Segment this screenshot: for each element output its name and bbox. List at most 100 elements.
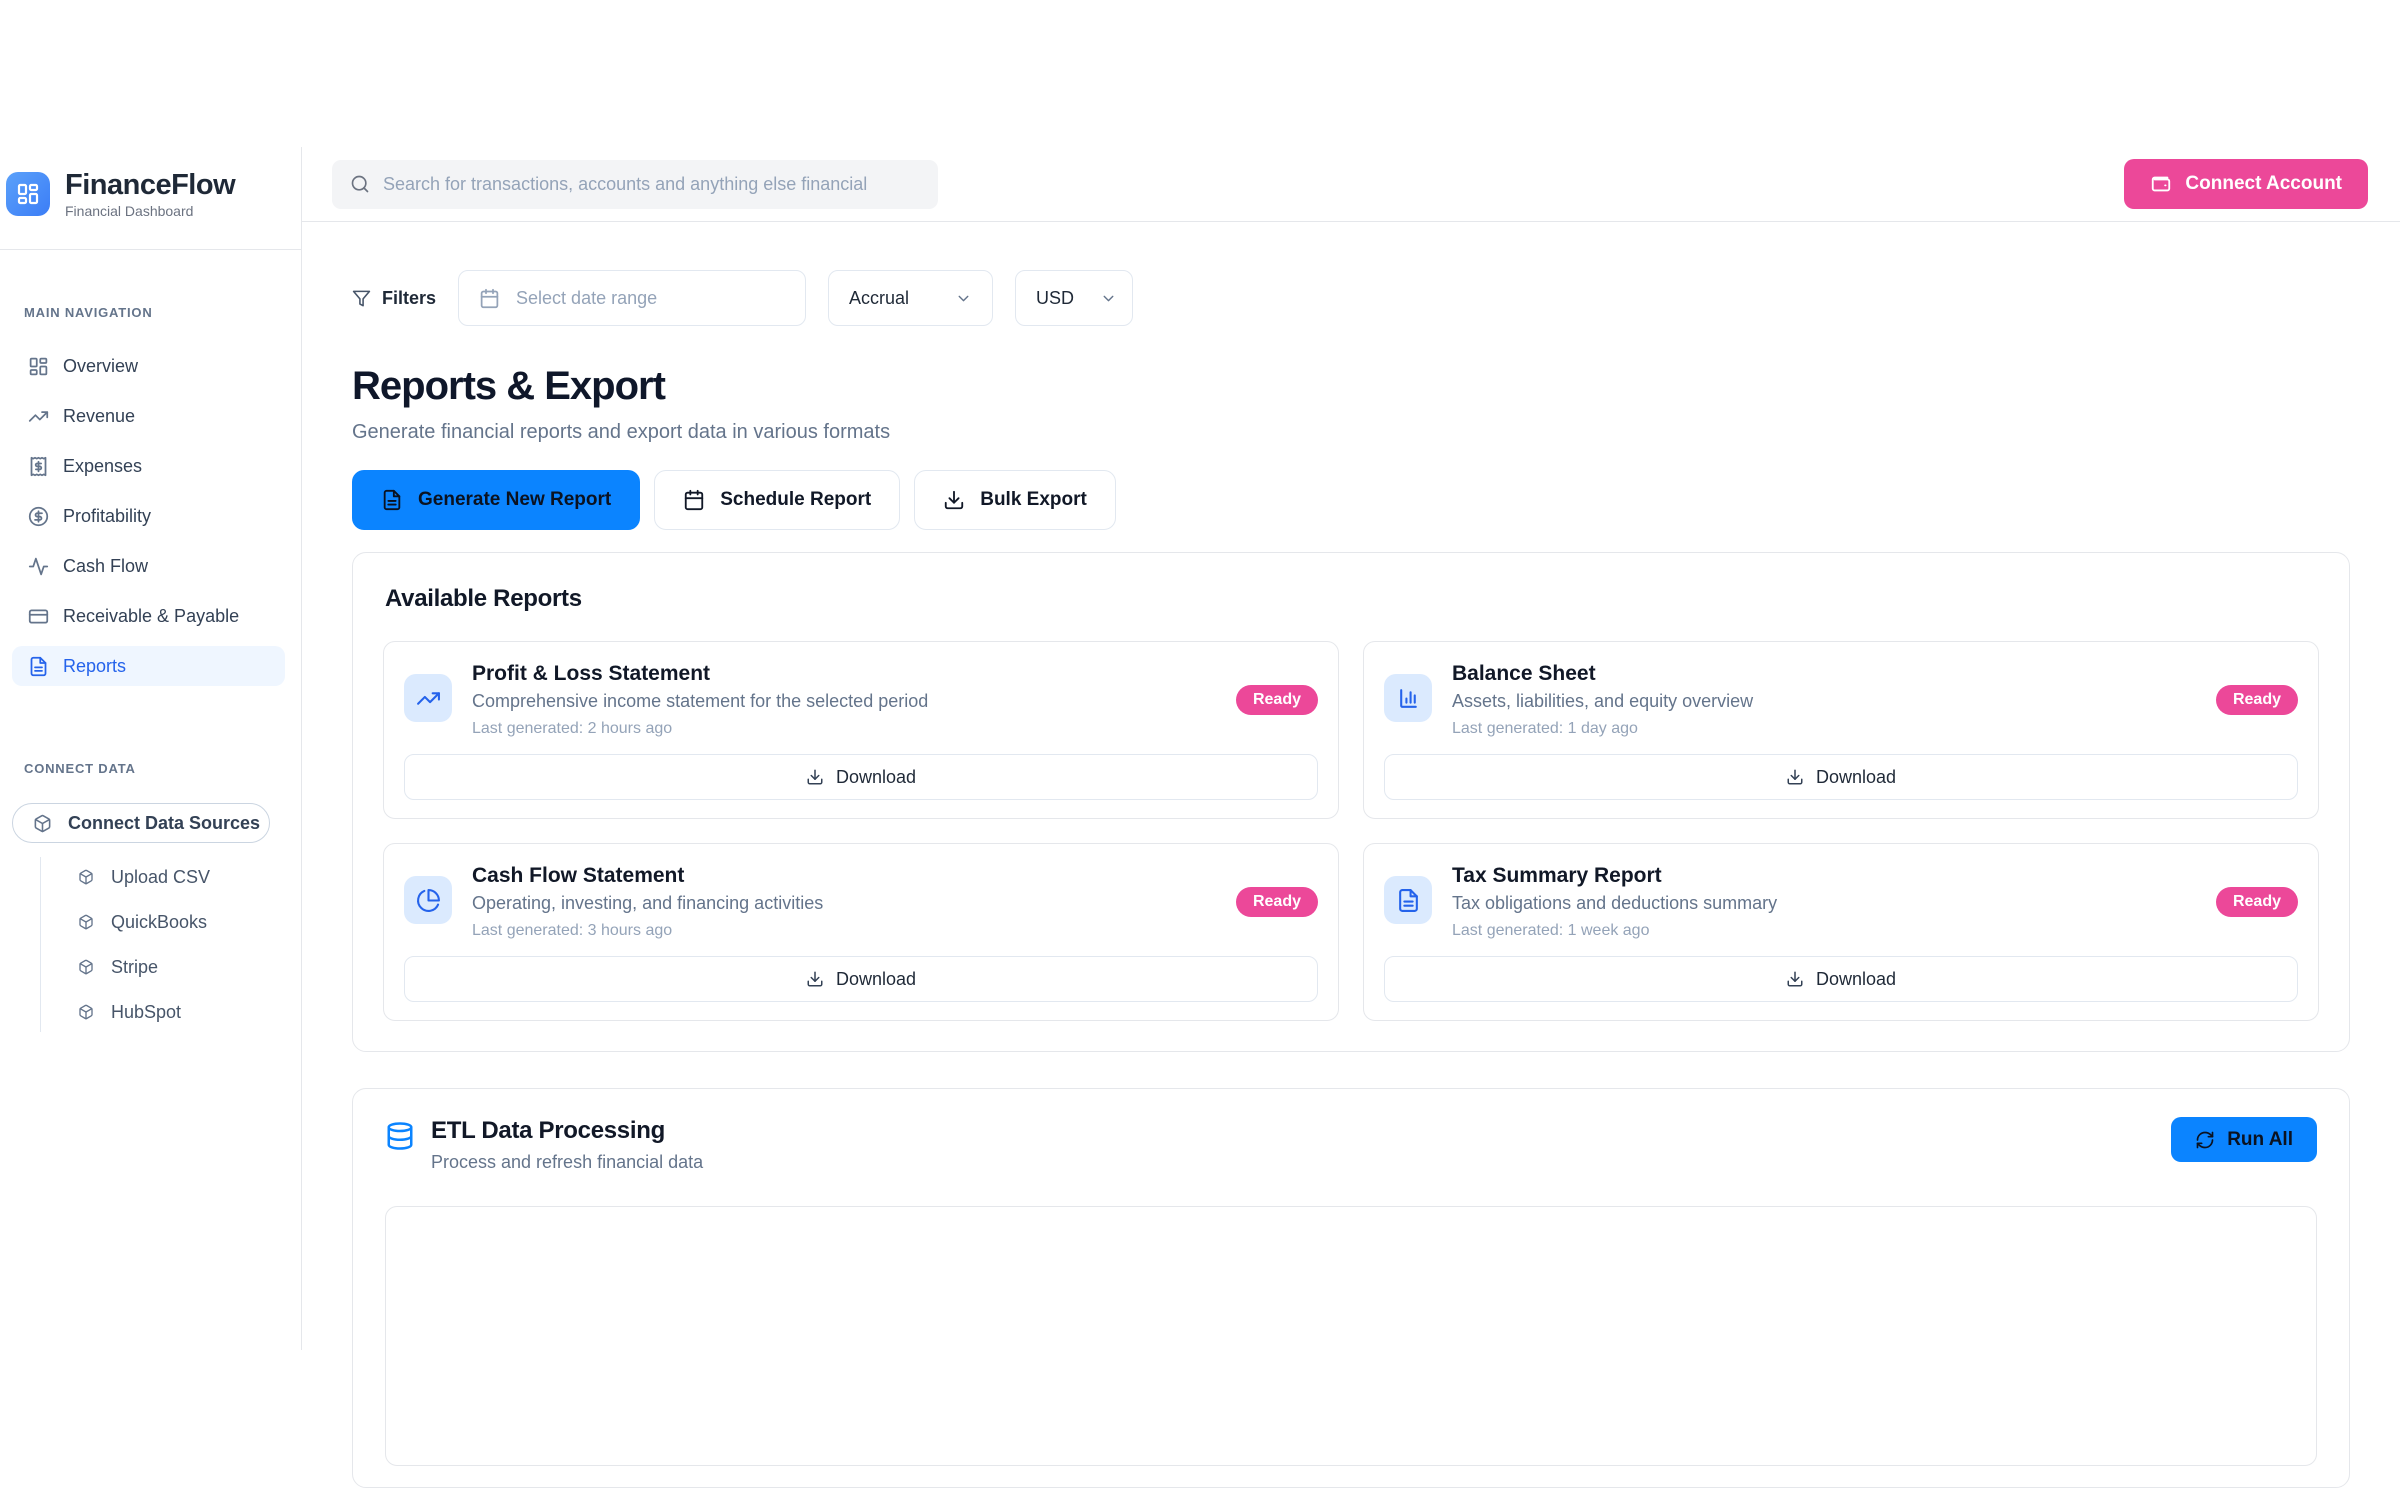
accounting-basis-value: Accrual (849, 287, 910, 308)
source-item-label: QuickBooks (111, 911, 208, 932)
sidebar-item-reports[interactable]: Reports (12, 646, 285, 686)
sidebar-item-label: Cash Flow (63, 555, 149, 576)
bulk-export-button[interactable]: Bulk Export (914, 470, 1116, 530)
status-badge: Ready (2215, 887, 2298, 917)
schedule-report-label: Schedule Report (720, 489, 872, 510)
filters-label: Filters (382, 287, 437, 308)
available-reports-title: Available Reports (385, 585, 582, 612)
brand-name: FinanceFlow (65, 169, 236, 201)
report-name: Profit & Loss Statement (472, 662, 711, 685)
search-bar (332, 159, 938, 209)
page-content: Filters Select date range Accrual USD Re… (302, 222, 2400, 1488)
sidebar-item-revenue[interactable]: Revenue (12, 396, 285, 436)
date-range-placeholder: Select date range (516, 287, 658, 308)
download-label: Download (1815, 766, 1897, 787)
wallet-icon (2150, 173, 2172, 195)
download-icon (943, 489, 965, 511)
download-label: Download (835, 766, 917, 787)
status-badge: Ready (1235, 685, 1318, 715)
sidebar: FinanceFlow Financial Dashboard MAIN NAV… (0, 147, 302, 1350)
data-sources-list: Upload CSV QuickBooks Stripe HubSpot (40, 857, 285, 1032)
sidebar-item-overview[interactable]: Overview (12, 346, 285, 386)
search-icon (350, 174, 370, 194)
available-reports-panel: Available Reports Profit & Loss Statemen… (352, 552, 2350, 1052)
credit-card-icon (28, 606, 49, 627)
connect-account-button[interactable]: Connect Account (2124, 159, 2368, 209)
sidebar-item-receivable-payable[interactable]: Receivable & Payable (12, 596, 285, 636)
main-nav-title: MAIN NAVIGATION (24, 305, 153, 320)
download-button[interactable]: Download (404, 754, 1318, 800)
filters-button[interactable]: Filters (352, 288, 436, 309)
sidebar-item-cash-flow[interactable]: Cash Flow (12, 546, 285, 586)
receipt-icon (28, 456, 49, 477)
main-area: Connect Account Filters Select date rang… (302, 147, 2400, 1488)
source-item-upload-csv[interactable]: Upload CSV (78, 865, 285, 889)
sidebar-item-label: Expenses (63, 455, 143, 476)
dashboard-logo-icon (16, 182, 40, 206)
sidebar-item-expenses[interactable]: Expenses (12, 446, 285, 486)
cube-icon (78, 1004, 94, 1020)
report-last-generated: Last generated: 2 hours ago (472, 720, 673, 737)
search-input[interactable] (383, 173, 920, 195)
connect-account-label: Connect Account (2185, 173, 2342, 194)
download-button[interactable]: Download (1384, 956, 2298, 1002)
report-icon-tile (404, 674, 452, 722)
sidebar-item-profitability[interactable]: Profitability (12, 496, 285, 536)
generate-new-report-label: Generate New Report (418, 489, 612, 510)
connect-data-sources-button[interactable]: Connect Data Sources (12, 803, 270, 843)
generate-new-report-button[interactable]: Generate New Report (352, 470, 641, 530)
page-title: Reports & Export (352, 364, 666, 408)
source-item-stripe[interactable]: Stripe (78, 955, 285, 979)
download-icon (806, 768, 824, 786)
report-icon-tile (1384, 876, 1432, 924)
file-text-icon (28, 656, 49, 677)
dashboard-icon (28, 356, 49, 377)
etl-processing-panel: ETL Data Processing Process and refresh … (352, 1088, 2350, 1488)
download-label: Download (1815, 968, 1897, 989)
app-logo (6, 172, 50, 216)
chevron-down-icon (1100, 290, 1117, 307)
etl-subtitle: Process and refresh financial data (431, 1152, 704, 1172)
chevron-down-icon (955, 290, 972, 307)
database-icon (385, 1121, 415, 1151)
dollar-circle-icon (28, 506, 49, 527)
download-button[interactable]: Download (404, 956, 1318, 1002)
sidebar-item-label: Overview (63, 355, 139, 376)
currency-value: USD (1036, 287, 1075, 308)
source-item-label: Stripe (111, 956, 159, 977)
source-item-label: HubSpot (111, 1001, 182, 1022)
download-button[interactable]: Download (1384, 754, 2298, 800)
download-icon (1786, 970, 1804, 988)
download-label: Download (835, 968, 917, 989)
connect-data-section: CONNECT DATA Connect Data Sources Upload… (12, 761, 285, 1032)
date-range-input[interactable]: Select date range (458, 270, 807, 326)
run-all-button[interactable]: Run All (2171, 1117, 2317, 1162)
run-all-label: Run All (2227, 1128, 2293, 1150)
cube-icon (78, 869, 94, 885)
cube-icon (78, 914, 94, 930)
file-text-icon (1396, 888, 1421, 913)
report-icon-tile (1384, 674, 1432, 722)
source-item-hubspot[interactable]: HubSpot (78, 1000, 285, 1024)
currency-select[interactable]: USD (1015, 270, 1134, 326)
report-name: Tax Summary Report (1452, 864, 1662, 887)
calendar-icon (683, 489, 705, 511)
bar-chart-icon (1396, 686, 1421, 711)
report-icon-tile (404, 876, 452, 924)
accounting-basis-select[interactable]: Accrual (828, 270, 994, 326)
cube-icon (33, 814, 52, 833)
trending-up-icon (28, 406, 49, 427)
refresh-icon (2195, 1130, 2215, 1150)
report-description: Operating, investing, and financing acti… (472, 893, 824, 913)
report-last-generated: Last generated: 3 hours ago (472, 922, 673, 939)
report-description: Comprehensive income statement for the s… (472, 691, 929, 711)
sidebar-item-label: Reports (63, 655, 127, 676)
sidebar-item-label: Receivable & Payable (63, 605, 240, 626)
app-root: FinanceFlow Financial Dashboard MAIN NAV… (0, 147, 2400, 1488)
schedule-report-button[interactable]: Schedule Report (654, 470, 901, 530)
etl-pipeline-panel (385, 1206, 2317, 1466)
download-icon (1786, 768, 1804, 786)
page-actions: Generate New Report Schedule Report Bulk… (352, 470, 2350, 530)
source-item-quickbooks[interactable]: QuickBooks (78, 910, 285, 934)
status-badge: Ready (2215, 685, 2298, 715)
